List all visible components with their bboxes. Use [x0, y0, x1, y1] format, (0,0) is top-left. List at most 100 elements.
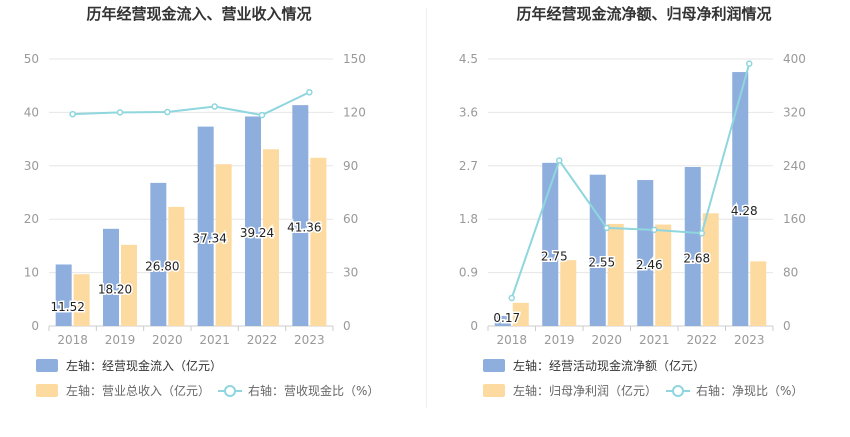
left-tick-label: 3.6 — [459, 105, 478, 119]
bar-orange-2021 — [215, 164, 232, 326]
x-tick-label: 2023 — [294, 333, 325, 347]
bar-orange-2021 — [655, 224, 672, 326]
data-label: 37.34 — [192, 231, 226, 245]
bar-blue-2023 — [292, 105, 309, 326]
x-tick-label: 2021 — [199, 333, 230, 347]
x-tick-label: 2021 — [639, 333, 670, 347]
bar-blue-2019 — [103, 228, 119, 326]
legend-label: 右轴：净现比（%） — [696, 383, 803, 398]
bar-orange-2023 — [750, 261, 767, 326]
right-tick-label: 90 — [343, 159, 358, 173]
ratio-point — [211, 103, 218, 110]
legend-swatch — [672, 385, 684, 397]
left-tick-label: 10 — [24, 266, 39, 280]
right-tick-label: 0 — [343, 319, 351, 333]
left-tick-label: 2.7 — [459, 159, 478, 173]
bar-orange-2019 — [121, 244, 137, 326]
ratio-point — [603, 224, 610, 232]
data-label: 4.28 — [731, 204, 758, 218]
x-tick-label: 2018 — [496, 333, 527, 347]
bar-blue-2018 — [55, 264, 72, 326]
left-tick-label: 20 — [24, 212, 39, 226]
x-tick-label: 2020 — [591, 333, 622, 347]
chart-title: 历年经营现金流净额、归母净利润情况 — [516, 5, 771, 23]
bar-blue-2018 — [494, 315, 511, 326]
bar-orange-2022 — [263, 149, 279, 326]
right-tick-label: 0 — [783, 319, 791, 333]
legend-swatch — [36, 359, 58, 372]
ratio-point — [69, 110, 76, 118]
bar-blue-2020 — [589, 174, 606, 326]
legend-swatch — [36, 384, 58, 397]
right-tick-label: 150 — [343, 52, 366, 66]
x-tick-label: 2018 — [57, 333, 88, 347]
bar-orange-2018 — [73, 274, 90, 326]
x-tick-label: 2019 — [105, 333, 136, 347]
legend-label: 左轴：经营现金流入（亿元） — [66, 358, 222, 373]
ratio-line — [510, 63, 751, 299]
right-tick-label: 160 — [783, 212, 806, 226]
right-tick-label: 320 — [783, 105, 806, 119]
right-tick-label: 400 — [783, 52, 806, 66]
x-tick-label: 2022 — [686, 333, 717, 347]
legend-label: 左轴：归母净利润（亿元） — [513, 383, 657, 398]
ratio-point — [651, 226, 658, 234]
ratio-point — [306, 89, 313, 96]
right-tick-label: 120 — [343, 105, 366, 119]
chart-cashflow-revenue: 历年经营现金流入、营业收入情况 0 0 10 30 20 60 30 90 40 120 50 150 2… — [24, 5, 380, 398]
legend-label: 右轴：营收现金比（%） — [248, 383, 379, 398]
left-tick-label: 40 — [24, 105, 39, 119]
ratio-point — [556, 157, 563, 164]
bar-blue-2022 — [245, 116, 261, 326]
x-tick-label: 2020 — [152, 333, 183, 347]
legend-label: 左轴：营业总收入（亿元） — [66, 383, 210, 398]
ratio-point — [508, 294, 515, 302]
bar-blue-2019 — [542, 162, 559, 326]
left-tick-label: 50 — [24, 52, 39, 66]
bar-orange-2019 — [560, 260, 577, 326]
bar-blue-2021 — [637, 180, 654, 326]
right-tick-label: 80 — [783, 266, 798, 280]
ratio-point — [746, 60, 753, 67]
data-label: 26.80 — [145, 259, 179, 273]
ratio-point — [116, 109, 124, 116]
ratio-point — [698, 229, 705, 237]
data-label: 11.52 — [50, 300, 84, 314]
legend-swatch — [224, 385, 236, 397]
left-tick-label: 0.9 — [459, 266, 478, 280]
left-tick-label: 0 — [470, 319, 478, 333]
ratio-line — [72, 91, 310, 117]
panel-divider — [426, 8, 427, 408]
left-tick-label: 30 — [24, 159, 39, 173]
bar-orange-2022 — [702, 213, 719, 326]
data-label: 18.20 — [98, 282, 132, 296]
data-label: 2.75 — [541, 249, 568, 263]
bar-orange-2020 — [607, 223, 624, 326]
data-label: 0.17 — [493, 311, 520, 325]
chart-netcash-profit: 历年经营现金流净额、归母净利润情况 0 0 0.9 80 1.8 160 2.7 240 3.6 3… — [459, 5, 806, 398]
x-tick-label: 2019 — [544, 333, 575, 347]
right-tick-label: 30 — [343, 266, 358, 280]
left-tick-label: 0 — [31, 319, 39, 333]
right-tick-label: 240 — [783, 159, 806, 173]
x-tick-label: 2022 — [247, 333, 278, 347]
legend-label: 左轴：经营活动现金流净额（亿元） — [513, 358, 705, 373]
data-label: 39.24 — [240, 226, 274, 240]
data-label: 2.46 — [636, 258, 663, 272]
legend-swatch — [483, 384, 505, 397]
data-label: 41.36 — [287, 221, 321, 235]
bar-blue-2021 — [197, 126, 214, 326]
bar-orange-2018 — [512, 302, 529, 326]
left-tick-label: 1.8 — [459, 212, 478, 226]
x-tick-label: 2023 — [734, 333, 765, 347]
right-tick-label: 60 — [343, 212, 358, 226]
bar-blue-2020 — [150, 182, 167, 326]
bar-blue-2022 — [684, 166, 701, 326]
bar-orange-2023 — [310, 157, 327, 326]
bar-blue-2023 — [732, 72, 749, 326]
data-label: 2.68 — [683, 251, 710, 265]
data-label: 2.55 — [588, 255, 615, 269]
chart-title: 历年经营现金流入、营业收入情况 — [86, 5, 311, 23]
bar-orange-2020 — [168, 206, 185, 326]
